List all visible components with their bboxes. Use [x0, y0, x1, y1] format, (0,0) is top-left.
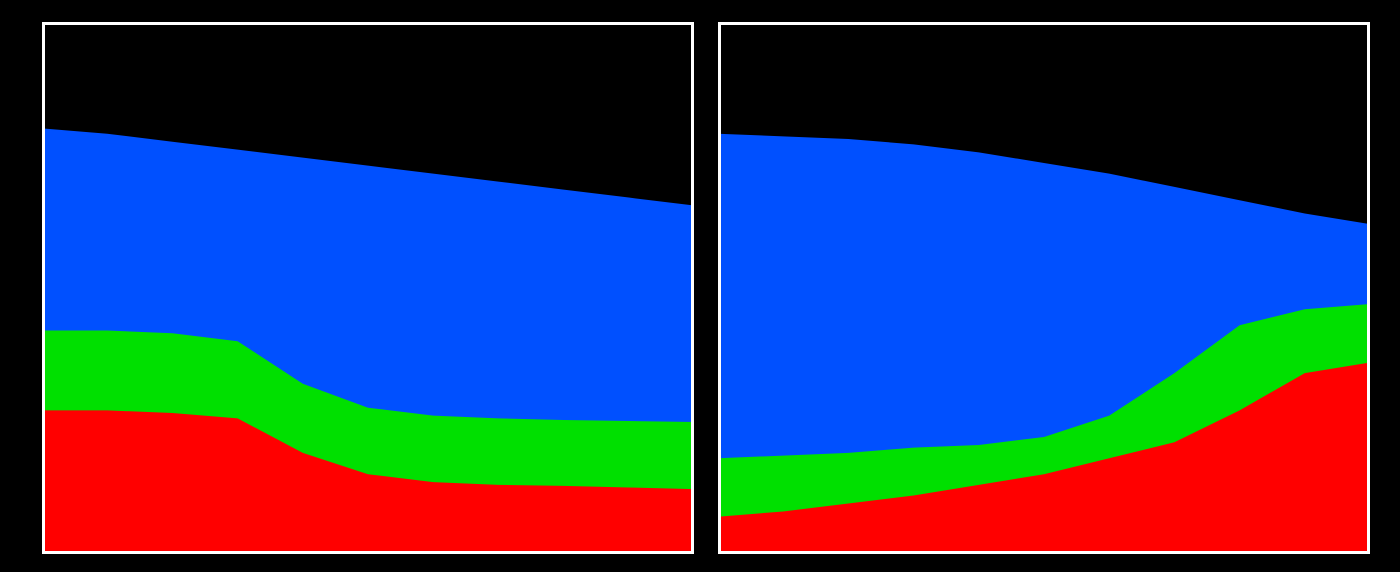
left-area-chart — [42, 22, 694, 554]
chart-container — [0, 0, 1400, 572]
right-panel — [718, 22, 1370, 554]
left-panel — [42, 22, 694, 554]
right-area-chart — [718, 22, 1370, 554]
